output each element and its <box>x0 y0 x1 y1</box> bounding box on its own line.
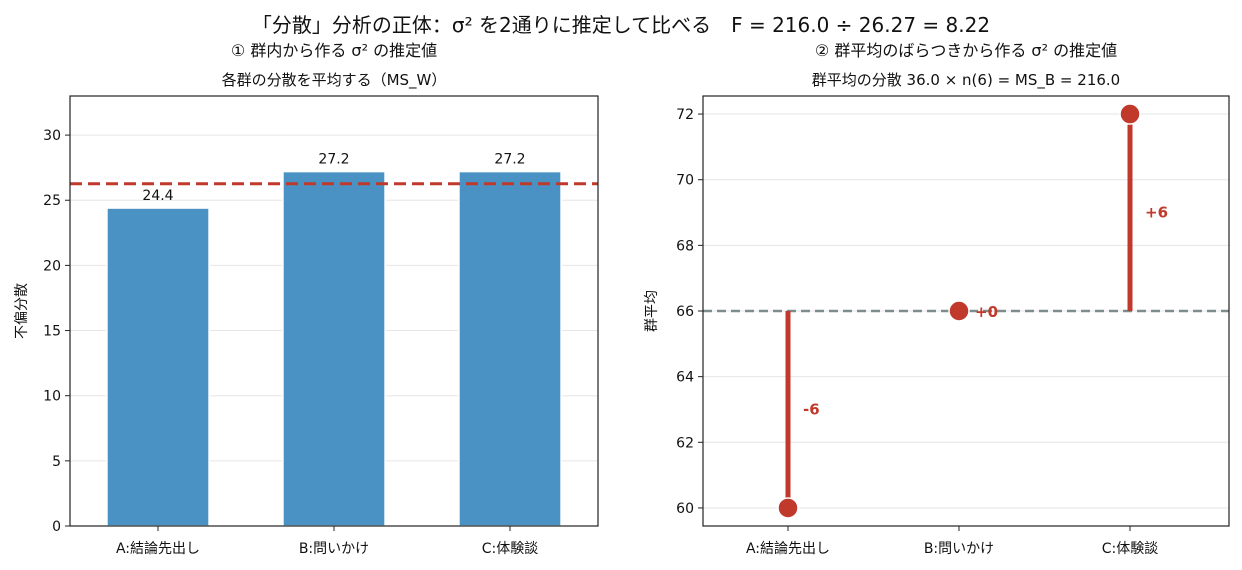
deviation-label: +0 <box>975 303 998 321</box>
left-y-tick-label: 15 <box>43 324 61 340</box>
left-chart-title: ① 群内から作る σ² の推定値 <box>231 41 437 60</box>
left-bars: 24.4 27.2 27.2 <box>70 152 598 527</box>
right-y-tick-label: 62 <box>676 435 694 451</box>
group-mean-point <box>777 497 799 519</box>
left-y-axis-label: 不偏分散 <box>14 283 30 339</box>
left-y-tick-label: 20 <box>43 258 61 274</box>
right-x-tick-label: A:結論先出し <box>746 541 830 557</box>
bar-value-label: 24.4 <box>142 188 173 204</box>
bar-value-label: 27.2 <box>494 152 525 168</box>
right-plot-frame <box>702 95 1230 527</box>
deviation-label: -6 <box>803 400 820 418</box>
left-y-tick-label: 10 <box>43 389 61 405</box>
left-y-tick-label: 5 <box>52 454 61 470</box>
right-y-tick-label: 70 <box>676 173 694 189</box>
left-axes: 0 5 10 15 20 25 30 A:結論先出し B:問いかけ C:体験談 <box>43 128 538 557</box>
left-chart-subtitle: 各群の分散を平均する（MS_W） <box>222 71 447 90</box>
right-chart-subtitle: 群平均の分散 36.0 × n(6) = MS_B = 216.0 <box>812 71 1120 90</box>
left-y-tick-label: 0 <box>52 519 61 535</box>
group-mean-point <box>948 300 970 322</box>
right-y-tick-label: 72 <box>676 107 694 123</box>
left-plot-frame <box>69 95 599 527</box>
left-x-tick-label: A:結論先出し <box>116 541 200 557</box>
bar-1 <box>106 207 210 527</box>
bar-value-label: 27.2 <box>318 152 349 168</box>
right-x-tick-label: C:体験談 <box>1102 541 1159 557</box>
bar-3 <box>458 170 562 527</box>
figure-suptitle: 「分散」分析の正体：σ² を2通りに推定して比べる F = 216.0 ÷ 26… <box>252 13 990 37</box>
right-x-tick-label: B:問いかけ <box>924 541 994 557</box>
left-x-tick-label: C:体験談 <box>482 541 539 557</box>
right-axes: 60 62 64 66 68 70 72 A:結論先出し B:問いかけ C:体験談 <box>676 107 1158 557</box>
left-x-tick-label: B:問いかけ <box>299 541 369 557</box>
left-y-tick-label: 25 <box>43 193 61 209</box>
within-group-chart: ① 群内から作る σ² の推定値 各群の分散を平均する（MS_W） 不偏分散 2… <box>14 41 599 557</box>
right-y-tick-label: 68 <box>676 238 694 254</box>
right-y-tick-label: 64 <box>676 370 694 386</box>
deviation-label: +6 <box>1145 204 1168 222</box>
right-y-tick-label: 60 <box>676 501 694 517</box>
bar-2 <box>282 170 386 527</box>
right-chart-title: ② 群平均のばらつきから作る σ² の推定値 <box>815 41 1117 60</box>
right-y-tick-label: 66 <box>676 304 694 320</box>
right-points: -6 +0 +6 <box>703 103 1229 519</box>
between-group-chart: ② 群平均のばらつきから作る σ² の推定値 群平均の分散 36.0 × n(6… <box>644 41 1230 557</box>
right-y-axis-label: 群平均 <box>644 290 660 332</box>
group-mean-point <box>1119 103 1141 125</box>
left-y-tick-label: 30 <box>43 128 61 144</box>
